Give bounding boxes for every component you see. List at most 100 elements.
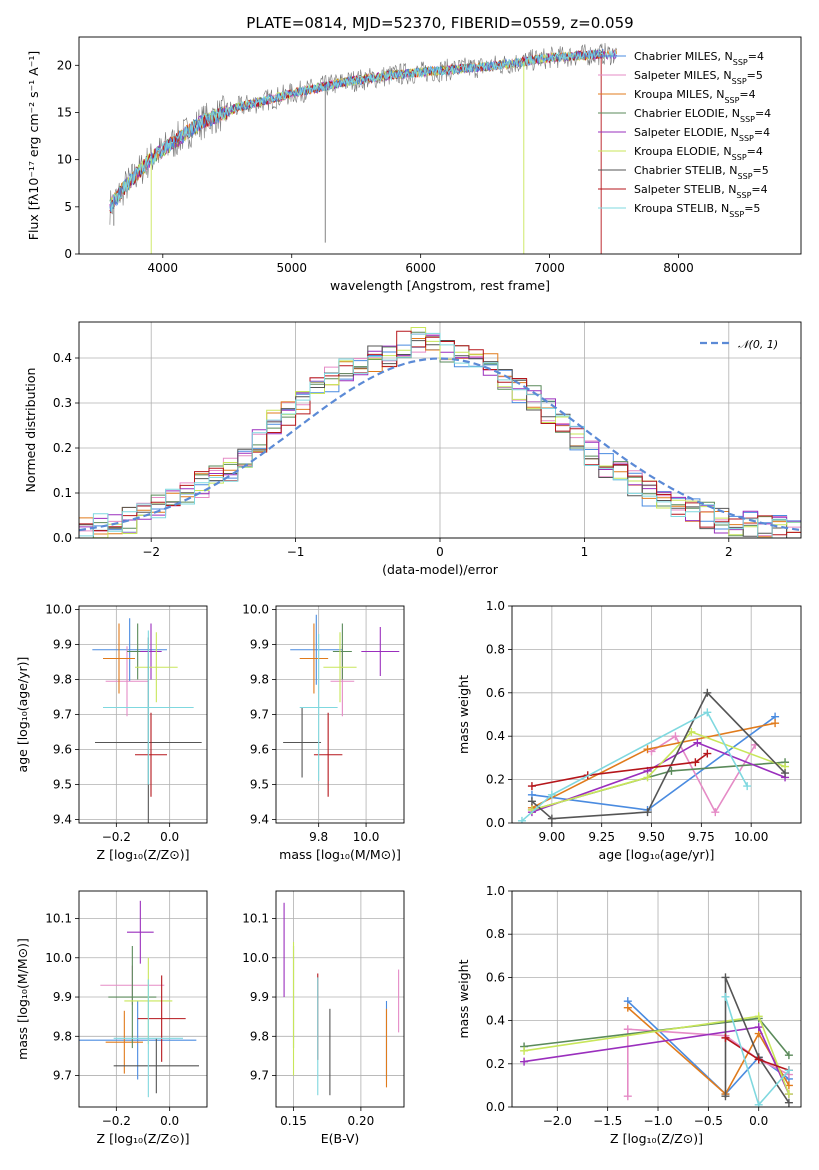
weight-marker — [721, 1033, 730, 1042]
x-tick-label: 0.15 — [280, 1114, 307, 1128]
y-tick-label: 10.0 — [242, 951, 269, 965]
x-axis-label: Z [log₁₀(Z/Z⊙)] — [97, 847, 190, 862]
weight-marker — [517, 816, 526, 823]
weight-marker — [547, 790, 556, 799]
y-tick-label: 0.6 — [486, 970, 505, 984]
weight-marker — [784, 1090, 793, 1099]
x-tick-label: 9.50 — [638, 830, 665, 844]
weight-marker — [743, 782, 752, 791]
panel-age-vs-mass: 9.8 10.0 9.4 9.5 9.6 9.7 9.8 9.9 10.0 mass [log₁₀… — [242, 603, 405, 862]
y-axis-label: Flux [fλ10⁻¹⁷ erg cm⁻² s⁻¹ A⁻¹] — [26, 51, 41, 240]
y-tick-label: 9.5 — [53, 778, 72, 792]
x-tick-label: −0.2 — [102, 830, 131, 844]
x-tick-label: −1.5 — [593, 1114, 622, 1128]
panel-weight-vs-z: −2.0 −1.5 −1.0 −0.5 0.0 0.0 0.2 0.4 0.6 0.8 1.0 Z [… — [456, 884, 802, 1146]
axes-frame — [78, 321, 802, 539]
weight-marker — [754, 1012, 763, 1021]
x-tick-label: 9.00 — [539, 830, 566, 844]
x-tick-label: −1 — [287, 545, 305, 559]
axes-frame — [511, 605, 802, 824]
x-tick-label: −2 — [142, 545, 160, 559]
y-tick-label: 0.0 — [486, 1100, 505, 1114]
legend-label: Chabrier MILES, NSSP=4 — [634, 50, 764, 67]
plot-area-age-vs-mass — [283, 614, 400, 797]
errorbar-point — [108, 945, 157, 1049]
errorbar-point — [140, 623, 162, 680]
y-tick-label: 9.6 — [53, 743, 72, 757]
y-tick-label: 20 — [57, 58, 72, 72]
weight-marker — [643, 745, 652, 754]
plot-area-spectrum — [109, 42, 617, 254]
y-tick-label: 9.4 — [250, 813, 269, 827]
x-tick-label: 1 — [581, 545, 589, 559]
errorbar-point — [79, 1000, 197, 1080]
x-tick-label: −0.5 — [694, 1114, 723, 1128]
x-tick-label: 4000 — [148, 261, 179, 275]
axes-frame — [511, 890, 802, 1108]
y-tick-label: 9.9 — [53, 990, 72, 1004]
weight-line — [651, 735, 756, 814]
errorbar-point — [135, 632, 178, 703]
x-axis-label: wavelength [Angstrom, rest frame] — [330, 278, 550, 293]
x-axis-label: (data-model)/error — [382, 562, 499, 577]
y-tick-label: 0.1 — [53, 486, 72, 500]
y-tick-label: 9.7 — [250, 708, 269, 722]
grid-mass-vs-ebv — [276, 891, 404, 1107]
legend-label: Salpeter MILES, NSSP=5 — [634, 69, 763, 86]
x-tick-label: 5000 — [276, 261, 307, 275]
weight-marker — [721, 1092, 730, 1101]
legend-label: Kroupa ELODIE, NSSP=4 — [634, 145, 763, 162]
x-tick-label: −2.0 — [543, 1114, 572, 1128]
weight-marker — [703, 688, 712, 697]
y-axis-label: mass [log₁₀(M/M⊙)] — [15, 938, 30, 1060]
figure-title: PLATE=0814, MJD=52370, FIBERID=0559, z=0… — [246, 14, 633, 32]
y-tick-label: 15 — [57, 105, 72, 119]
y-tick-label: 10.0 — [45, 603, 72, 617]
weight-line — [523, 1026, 790, 1095]
y-axis-label: mass weight — [456, 675, 471, 754]
weight-marker — [520, 1057, 529, 1066]
weight-marker — [520, 1046, 529, 1055]
weight-line — [521, 711, 748, 822]
grid-age-vs-z — [79, 606, 207, 823]
weight-marker — [687, 727, 696, 736]
legend-label: Salpeter ELODIE, NSSP=4 — [634, 126, 770, 143]
weight-marker — [643, 773, 652, 782]
errorbar-point — [92, 618, 167, 682]
weight-marker — [703, 708, 712, 717]
axes-frame — [78, 36, 802, 255]
x-tick-label: 9.25 — [588, 830, 615, 844]
y-tick-label: 0.2 — [486, 773, 505, 787]
y-tick-label: 9.8 — [53, 1029, 72, 1043]
x-tick-label: −0.2 — [102, 1114, 131, 1128]
grid-weight-vs-z — [512, 890, 801, 1108]
gaussian-curve — [79, 357, 801, 532]
errorbar-point — [361, 627, 400, 676]
plot-area-age-vs-z — [92, 618, 202, 823]
weight-marker — [547, 814, 556, 823]
x-tick-label: −1.0 — [643, 1114, 672, 1128]
weight-marker — [703, 749, 712, 758]
y-tick-label: 0.2 — [53, 441, 72, 455]
panel-mass-vs-ebv: 0.15 0.20 9.7 9.8 9.9 10.0 10.1 E(B-V) — [242, 890, 405, 1146]
plot-area-residuals — [79, 327, 801, 538]
y-tick-label: 0.4 — [486, 729, 505, 743]
y-tick-label: 10.0 — [242, 603, 269, 617]
weight-marker — [527, 782, 536, 791]
x-tick-label: 2 — [725, 545, 733, 559]
weight-marker — [693, 738, 702, 747]
x-tick-label: 10.00 — [734, 830, 768, 844]
spectrum-legend: Chabrier MILES, NSSP=4 Salpeter MILES, NS… — [598, 50, 771, 219]
axes-frame — [78, 890, 208, 1108]
weight-marker — [643, 808, 652, 817]
axes-frame — [275, 890, 405, 1108]
y-tick-label: 9.5 — [250, 778, 269, 792]
panel-weight-vs-age: 9.00 9.25 9.50 9.75 10.00 0.0 0.2 0.4 0.6 0.8 1.0 a… — [456, 599, 802, 862]
weight-marker — [691, 758, 700, 767]
y-tick-label: 10 — [57, 153, 72, 167]
weight-marker — [711, 808, 720, 817]
legend-label: Chabrier STELIB, NSSP=5 — [634, 164, 769, 181]
weight-line — [531, 730, 786, 811]
x-tick-label: 0.0 — [160, 830, 179, 844]
